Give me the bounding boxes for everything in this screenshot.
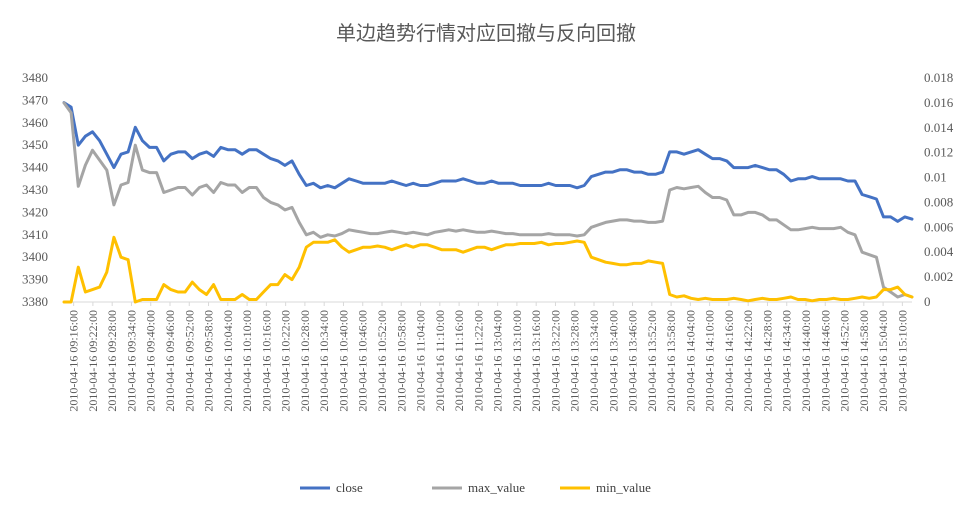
x-tick-label: 2010-04-16 14:16:00	[722, 310, 736, 412]
x-tick-label: 2010-04-16 10:16:00	[259, 310, 273, 412]
x-tick-label: 2010-04-16 14:22:00	[741, 310, 755, 412]
x-tick-label: 2010-04-16 13:52:00	[645, 310, 659, 412]
y-right-tick-label: 0.018	[924, 70, 953, 85]
x-tick-label: 2010-04-16 09:28:00	[105, 310, 119, 412]
x-tick-label: 2010-04-16 14:46:00	[818, 310, 832, 412]
x-tick-label: 2010-04-16 09:22:00	[86, 310, 100, 412]
series-line-min-value	[62, 235, 914, 304]
x-tick-label: 2010-04-16 13:40:00	[606, 310, 620, 412]
x-tick-label: 2010-04-16 14:10:00	[703, 310, 717, 412]
y-right-tick-label: 0.01	[924, 170, 947, 185]
x-tick-label: 2010-04-16 13:22:00	[548, 310, 562, 412]
x-tick-label: 2010-04-16 09:58:00	[202, 310, 216, 412]
y-right-tick-label: 0.006	[924, 219, 954, 234]
series-line-close	[62, 101, 914, 223]
x-tick-label: 2010-04-16 10:46:00	[356, 310, 370, 412]
x-tick-label: 2010-04-16 10:34:00	[317, 310, 331, 412]
x-tick-label: 2010-04-16 09:46:00	[163, 310, 177, 412]
x-tick-label: 2010-04-16 13:58:00	[664, 310, 678, 412]
y-right-tick-label: 0.016	[924, 95, 954, 110]
x-tick-label: 2010-04-16 14:04:00	[683, 310, 697, 412]
y-left-tick-label: 3420	[22, 204, 48, 219]
x-tick-label: 2010-04-16 14:58:00	[857, 310, 871, 412]
x-tick-label: 2010-04-16 10:52:00	[375, 310, 389, 412]
y-right-tick-label: 0.014	[924, 120, 954, 135]
x-tick-label: 2010-04-16 13:10:00	[510, 310, 524, 412]
x-tick-label: 2010-04-16 10:58:00	[394, 310, 408, 412]
y-right-tick-label: 0	[924, 294, 931, 309]
y-left-tick-label: 3400	[22, 249, 48, 264]
y-left-tick-label: 3430	[22, 182, 48, 197]
x-tick-label: 2010-04-16 11:10:00	[433, 310, 447, 411]
y-right-tick-label: 0.008	[924, 194, 953, 209]
x-tick-label: 2010-04-16 15:10:00	[895, 310, 909, 412]
y-left-tick-label: 3440	[22, 160, 48, 175]
y-right-tick-label: 0.012	[924, 145, 953, 160]
x-tick-label: 2010-04-16 10:22:00	[279, 310, 293, 412]
x-tick-label: 2010-04-16 09:34:00	[124, 310, 138, 412]
x-tick-label: 2010-04-16 11:04:00	[414, 310, 428, 411]
x-tick-label: 2010-04-16 09:40:00	[144, 310, 158, 412]
y-left-tick-label: 3390	[22, 272, 48, 287]
x-tick-label: 2010-04-16 09:16:00	[67, 310, 81, 412]
x-tick-label: 2010-04-16 11:22:00	[471, 310, 485, 411]
x-tick-label: 2010-04-16 13:28:00	[568, 310, 582, 412]
legend-label-max-value: max_value	[468, 480, 525, 495]
y-left-tick-label: 3480	[22, 70, 48, 85]
x-tick-label: 2010-04-16 15:04:00	[876, 310, 890, 412]
x-tick-label: 2010-04-16 13:46:00	[626, 310, 640, 412]
axes: 3380 3390 3400 3410 3420 3430 3440 3450 3460 3470…	[22, 70, 954, 412]
x-tick-label: 2010-04-16 13:16:00	[529, 310, 543, 412]
series-line-max-value	[62, 101, 914, 299]
x-tick-label: 2010-04-16 10:10:00	[240, 310, 254, 412]
y-left-tick-label: 3450	[22, 137, 48, 152]
y-left-tick-label: 3380	[22, 294, 48, 309]
y-right-tick-label: 0.002	[924, 269, 953, 284]
x-tick-label: 2010-04-16 10:04:00	[221, 310, 235, 412]
x-tick-label: 2010-04-16 10:40:00	[336, 310, 350, 412]
series-lines	[62, 101, 914, 304]
chart-title: 单边趋势行情对应回撤与反向回撤	[336, 21, 636, 45]
x-tick-label: 2010-04-16 10:28:00	[298, 310, 312, 412]
y-left-tick-label: 3460	[22, 115, 48, 130]
legend: close max_value min_value	[300, 480, 651, 495]
x-tick-label: 2010-04-16 14:52:00	[838, 310, 852, 412]
y-right-tick-label: 0.004	[924, 244, 954, 259]
y-left-tick-label: 3470	[22, 92, 48, 107]
x-tick-label: 2010-04-16 14:28:00	[760, 310, 774, 412]
x-tick-label: 2010-04-16 14:40:00	[799, 310, 813, 412]
x-tick-label: 2010-04-16 13:04:00	[491, 310, 505, 412]
legend-label-close: close	[336, 480, 363, 495]
y-left-tick-label: 3410	[22, 227, 48, 242]
x-tick-label: 2010-04-16 14:34:00	[780, 310, 794, 412]
legend-label-min-value: min_value	[596, 480, 651, 495]
x-tick-label: 2010-04-16 13:34:00	[587, 310, 601, 412]
x-tick-label: 2010-04-16 11:16:00	[452, 310, 466, 411]
x-tick-label: 2010-04-16 09:52:00	[182, 310, 196, 412]
